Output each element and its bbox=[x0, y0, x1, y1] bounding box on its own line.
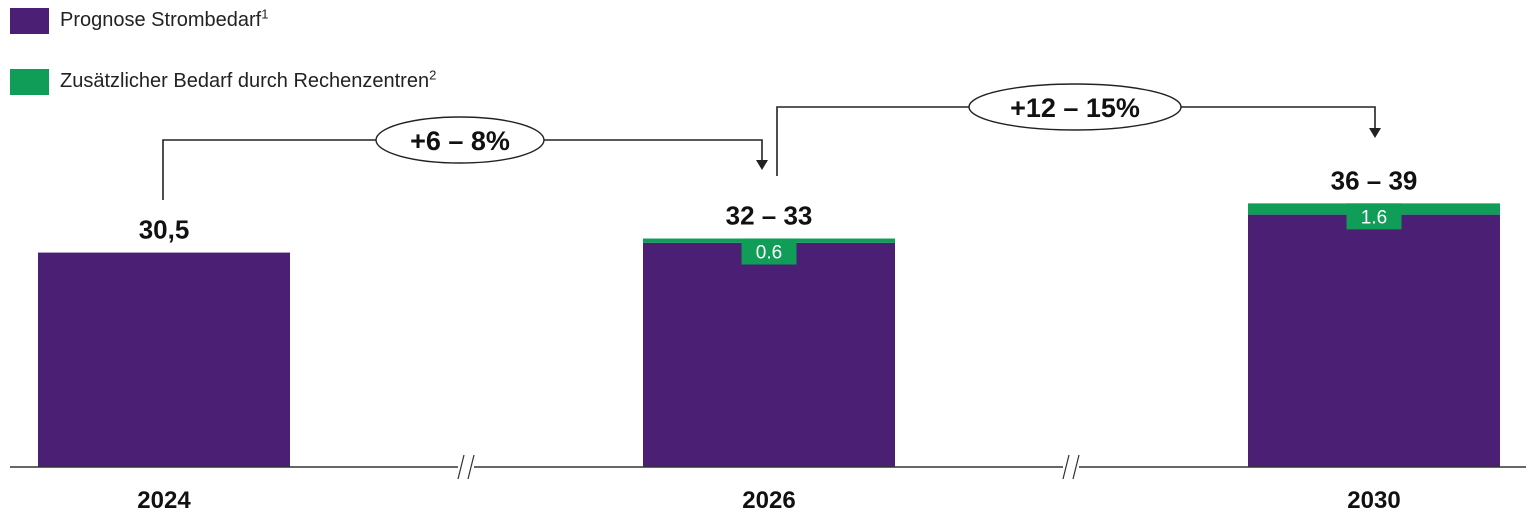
total-label-2026: 32 – 33 bbox=[726, 201, 813, 231]
legend-label-prognose: Prognose Strombedarf1 bbox=[60, 6, 269, 31]
growth-ellipse-2 bbox=[968, 83, 1182, 131]
bar-prognose-2026 bbox=[643, 242, 895, 467]
x-tick-label-2026: 2026 bbox=[742, 487, 795, 514]
x-tick-label-2030: 2030 bbox=[1347, 487, 1400, 514]
segment-label-2030: 1.6 bbox=[1361, 207, 1387, 228]
legend-swatch-rechenzentren bbox=[10, 68, 49, 95]
axis-break-mark-a-1 bbox=[457, 454, 465, 480]
growth-label-2: +12 – 15% bbox=[1010, 93, 1140, 123]
axis-break-mark-b-1 bbox=[467, 454, 475, 480]
bar-prognose-2024 bbox=[38, 252, 290, 467]
growth-ellipse-1 bbox=[375, 116, 545, 164]
legend-item-rechenzentren: Zusätzlicher Bedarf durch Rechenzentren2 bbox=[10, 65, 436, 98]
bar-prognose-2030 bbox=[1248, 214, 1500, 467]
segment-label-box-2026 bbox=[741, 238, 797, 265]
growth-label-1: +6 – 8% bbox=[410, 126, 510, 156]
legend-swatch-prognose bbox=[10, 7, 49, 34]
axis-break-mark-a-2 bbox=[1062, 454, 1070, 480]
total-label-2030: 36 – 39 bbox=[1331, 165, 1418, 195]
legend-item-prognose: Prognose Strombedarf1 bbox=[10, 4, 436, 37]
segment-label-2026: 0.6 bbox=[756, 243, 782, 264]
segment-label-box-2030 bbox=[1346, 203, 1402, 230]
legend: Prognose Strombedarf1 Zusätzlicher Bedar… bbox=[10, 4, 436, 98]
legend-label-rechenzentren: Zusätzlicher Bedarf durch Rechenzentren2 bbox=[60, 67, 437, 92]
axis-break-mark-b-2 bbox=[1072, 454, 1080, 480]
growth-arrowhead-1 bbox=[756, 160, 768, 170]
x-tick-label-2024: 2024 bbox=[137, 487, 191, 514]
total-label-2024: 30,5 bbox=[139, 215, 190, 245]
growth-arrowhead-2 bbox=[1369, 128, 1381, 138]
